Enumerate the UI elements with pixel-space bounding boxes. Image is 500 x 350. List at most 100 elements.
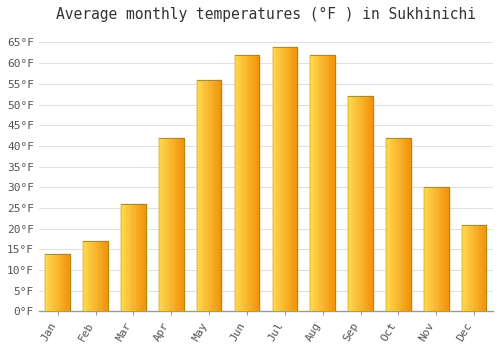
Bar: [280, 47, 281, 312]
Bar: [242, 55, 244, 312]
Bar: [62, 253, 64, 312]
Bar: [292, 47, 294, 312]
Bar: [407, 138, 408, 312]
Bar: [130, 204, 131, 312]
Bar: [428, 187, 429, 312]
Bar: [141, 204, 142, 312]
Bar: [128, 204, 130, 312]
Title: Average monthly temperatures (°F ) in Sukhinichi: Average monthly temperatures (°F ) in Su…: [56, 7, 476, 22]
Bar: [394, 138, 396, 312]
Bar: [296, 47, 297, 312]
Bar: [285, 47, 286, 312]
Bar: [181, 138, 182, 312]
Bar: [90, 241, 92, 312]
Bar: [313, 55, 314, 312]
Bar: [288, 47, 290, 312]
Bar: [469, 225, 470, 312]
Bar: [274, 47, 275, 312]
Bar: [202, 80, 203, 312]
Bar: [124, 204, 125, 312]
Bar: [369, 96, 370, 312]
Bar: [94, 241, 96, 312]
Bar: [320, 55, 322, 312]
Bar: [159, 138, 160, 312]
Bar: [386, 138, 388, 312]
Bar: [244, 55, 246, 312]
Bar: [138, 204, 140, 312]
Bar: [354, 96, 356, 312]
Bar: [482, 225, 484, 312]
Bar: [86, 241, 87, 312]
Bar: [170, 138, 172, 312]
Bar: [93, 241, 94, 312]
Bar: [441, 187, 442, 312]
Bar: [275, 47, 276, 312]
Bar: [328, 55, 329, 312]
Bar: [332, 55, 334, 312]
Bar: [390, 138, 391, 312]
Bar: [64, 253, 65, 312]
Bar: [166, 138, 168, 312]
Bar: [96, 241, 97, 312]
Bar: [358, 96, 360, 312]
Bar: [463, 225, 464, 312]
Bar: [434, 187, 435, 312]
Bar: [218, 80, 219, 312]
Bar: [446, 187, 448, 312]
Bar: [49, 253, 50, 312]
Bar: [353, 96, 354, 312]
Bar: [352, 96, 353, 312]
Bar: [466, 225, 468, 312]
Bar: [396, 138, 397, 312]
Bar: [436, 187, 438, 312]
Bar: [472, 225, 473, 312]
Bar: [398, 138, 400, 312]
Bar: [406, 138, 407, 312]
Bar: [98, 241, 100, 312]
Bar: [350, 96, 352, 312]
Bar: [220, 80, 222, 312]
Bar: [234, 55, 236, 312]
Bar: [219, 80, 220, 312]
Bar: [131, 204, 132, 312]
Bar: [164, 138, 165, 312]
Bar: [330, 55, 332, 312]
Bar: [65, 253, 66, 312]
Bar: [136, 204, 137, 312]
Bar: [68, 253, 69, 312]
Bar: [388, 138, 390, 312]
Bar: [214, 80, 216, 312]
Bar: [435, 187, 436, 312]
Bar: [480, 225, 482, 312]
Bar: [208, 80, 209, 312]
Bar: [400, 138, 401, 312]
Bar: [429, 187, 430, 312]
Bar: [370, 96, 372, 312]
Bar: [247, 55, 248, 312]
Bar: [210, 80, 212, 312]
Bar: [363, 96, 364, 312]
Bar: [100, 241, 102, 312]
Bar: [258, 55, 260, 312]
Bar: [438, 187, 440, 312]
Bar: [172, 138, 174, 312]
Bar: [397, 138, 398, 312]
Bar: [137, 204, 138, 312]
Bar: [204, 80, 206, 312]
Bar: [424, 187, 425, 312]
Bar: [106, 241, 108, 312]
Bar: [464, 225, 466, 312]
Bar: [52, 253, 53, 312]
Bar: [140, 204, 141, 312]
Bar: [468, 225, 469, 312]
Bar: [56, 253, 58, 312]
Bar: [368, 96, 369, 312]
Bar: [237, 55, 238, 312]
Bar: [290, 47, 291, 312]
Bar: [474, 225, 476, 312]
Bar: [50, 253, 51, 312]
Bar: [430, 187, 432, 312]
Bar: [404, 138, 406, 312]
Bar: [84, 241, 86, 312]
Bar: [54, 253, 56, 312]
